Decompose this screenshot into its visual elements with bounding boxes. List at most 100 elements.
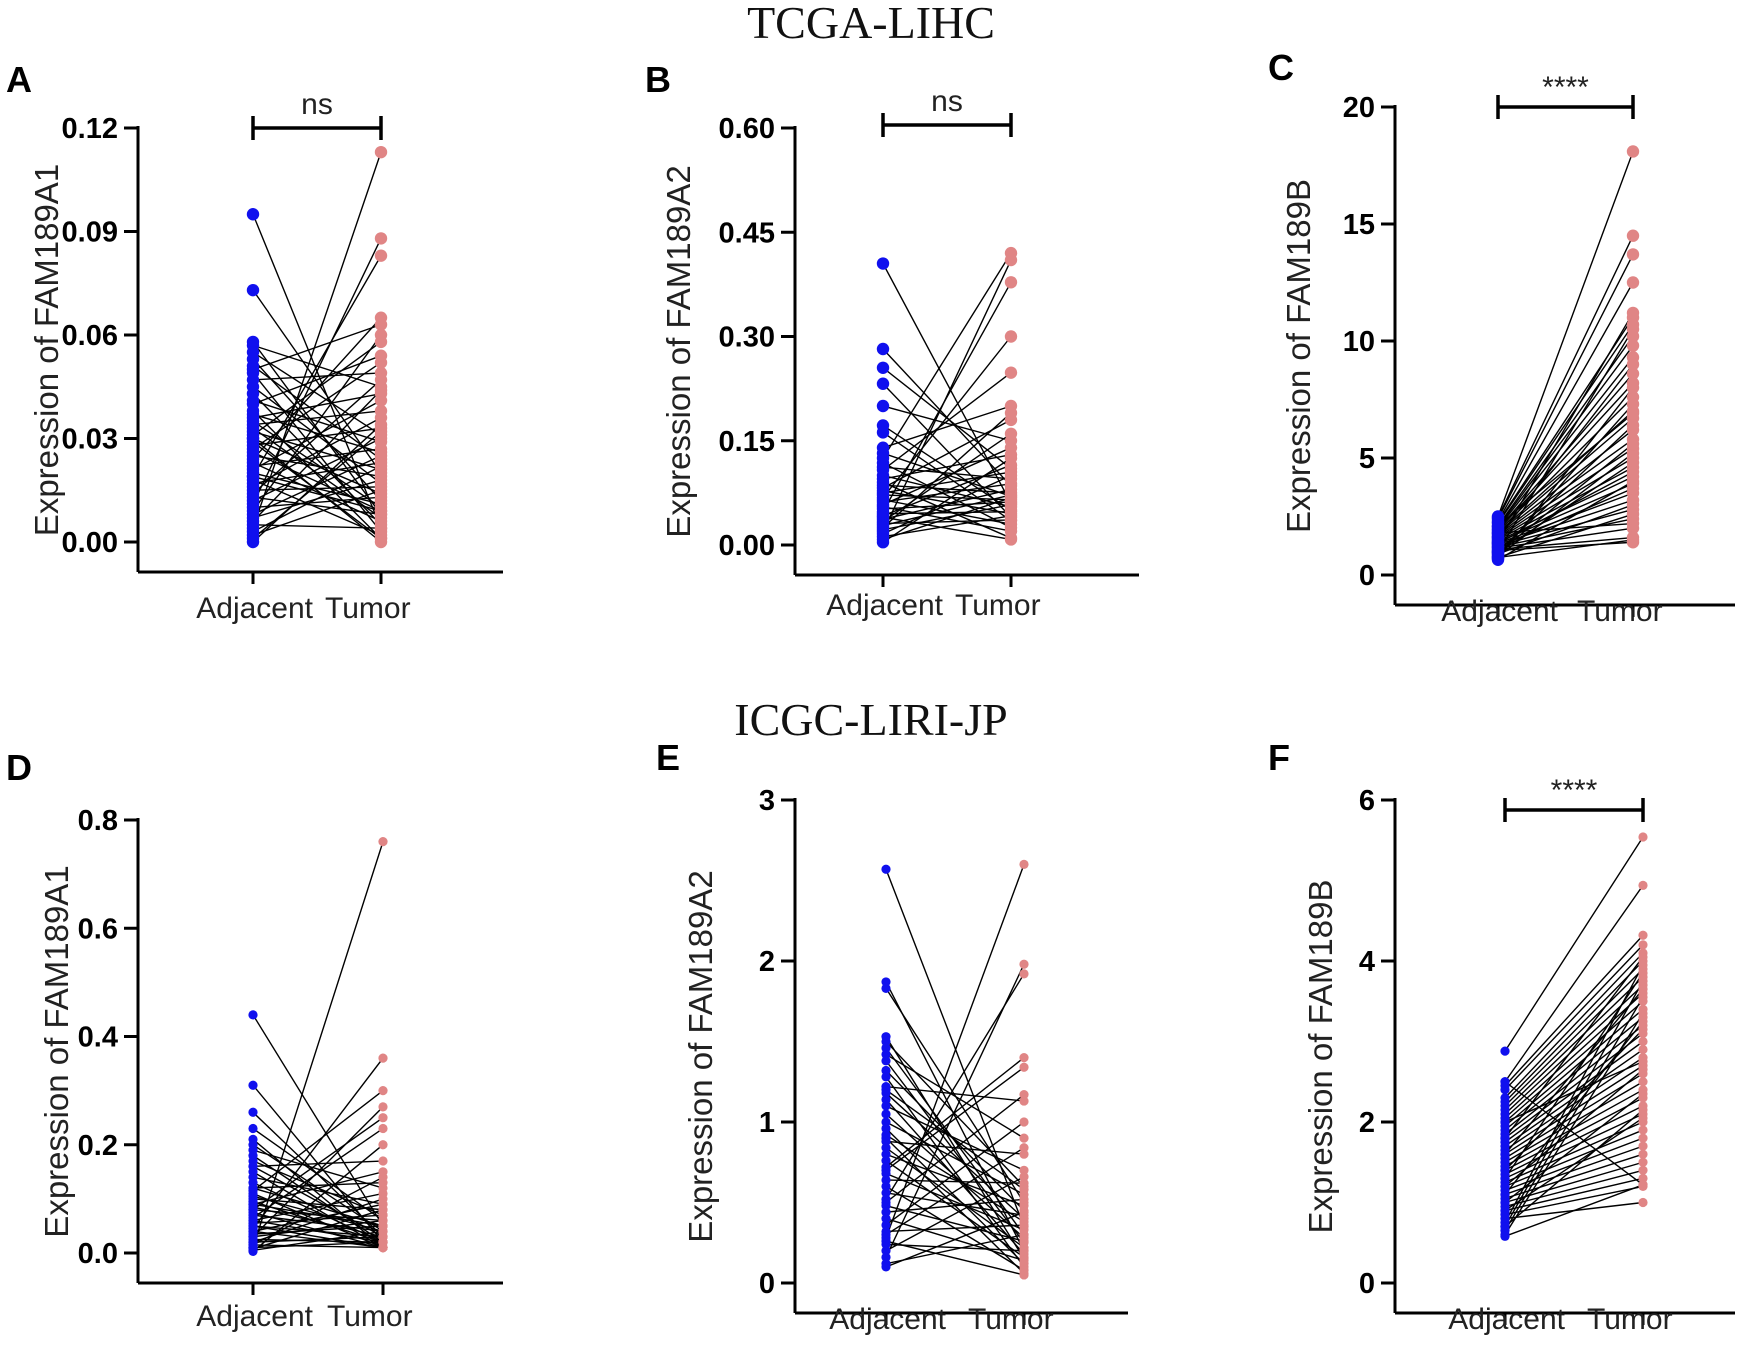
x-tick-label-adjacent: Adjacent <box>196 592 313 625</box>
tumor-point <box>1019 1194 1029 1204</box>
significance-label: **** <box>1551 774 1598 807</box>
pair-line <box>1497 328 1634 552</box>
y-axis-label: Expression of FAM189A1 <box>38 865 75 1237</box>
pair-line <box>885 1179 1025 1184</box>
tumor-point <box>374 311 388 324</box>
tumor-point <box>1638 1105 1648 1115</box>
pair-line <box>1504 952 1644 1099</box>
pair-line <box>252 1225 384 1249</box>
pair-line <box>1504 1093 1644 1204</box>
pair-line <box>252 379 382 495</box>
pair-line <box>882 452 1012 498</box>
pair-line <box>1504 1028 1644 1171</box>
tumor-point <box>374 504 388 518</box>
tumor-point <box>1004 406 1018 420</box>
tumor-point <box>374 535 388 549</box>
adjacent-point <box>881 1049 891 1059</box>
pair-line <box>252 323 382 371</box>
significance-label: ns <box>931 85 963 118</box>
tumor-point <box>1019 1117 1029 1127</box>
adjacent-point <box>881 1156 891 1166</box>
adjacent-point <box>881 1214 891 1224</box>
tumor-point <box>1004 427 1018 440</box>
pair-line <box>885 1147 1025 1249</box>
y-tick-label: 0.12 <box>62 113 118 145</box>
adjacent-point <box>1500 1205 1510 1216</box>
adjacent-point <box>881 1175 891 1185</box>
y-tick-label: 1 <box>759 1107 775 1139</box>
tumor-point <box>374 484 388 497</box>
pair-line <box>882 336 1012 499</box>
pair-line <box>885 1243 1025 1252</box>
pair-line <box>885 1205 1025 1242</box>
pair-line <box>885 1089 1025 1191</box>
pair-line <box>1504 1169 1644 1208</box>
pair-line <box>252 1241 384 1249</box>
adjacent-point <box>881 1043 891 1053</box>
pair-line <box>1497 387 1634 560</box>
pair-line <box>1504 1081 1644 1186</box>
pair-line <box>252 410 382 426</box>
significance-label: ns <box>301 88 333 121</box>
tumor-point <box>1638 1149 1648 1159</box>
pair-line <box>252 1203 384 1233</box>
tumor-point <box>1638 1057 1648 1067</box>
adjacent-point <box>881 1109 891 1119</box>
pair-line <box>252 1127 384 1219</box>
adjacent-point <box>876 257 890 270</box>
pair-line <box>252 451 382 512</box>
tumor-point <box>378 1156 388 1166</box>
adjacent-point <box>246 397 260 411</box>
tumor-point <box>1019 1149 1029 1159</box>
adjacent-point <box>1500 1077 1510 1087</box>
pair-line <box>1504 1065 1644 1155</box>
pair-line <box>1504 1177 1644 1212</box>
pair-line <box>252 1236 384 1243</box>
adjacent-point <box>876 426 890 439</box>
adjacent-point <box>248 1123 258 1134</box>
pair-line <box>252 430 382 471</box>
pair-dots <box>876 246 1018 549</box>
tumor-point <box>1626 482 1640 495</box>
pair-line <box>1504 960 1644 1103</box>
pair-dots <box>246 145 388 549</box>
y-tick-label: 0.09 <box>62 217 118 249</box>
pair-line <box>1497 527 1634 549</box>
y-tick-label: 0.6 <box>78 913 118 945</box>
adjacent-point <box>248 1183 258 1193</box>
panel-letter: A <box>6 59 32 100</box>
adjacent-point <box>1500 1149 1510 1159</box>
pair-line <box>885 1137 1025 1274</box>
y-tick-label: 0.60 <box>719 113 775 145</box>
y-tick-label: 6 <box>1359 785 1375 817</box>
y-axis-label: Expression of FAM189A1 <box>28 164 65 536</box>
pair-line <box>1497 235 1634 518</box>
pair-line <box>1497 471 1634 545</box>
significance-bracket <box>251 116 383 140</box>
pair-line <box>885 1224 1025 1233</box>
pair-line <box>1504 1081 1644 1163</box>
y-tick-label: 0 <box>1359 560 1375 592</box>
tumor-point <box>1019 1220 1029 1230</box>
panel-letter: C <box>1268 47 1294 88</box>
adjacent-point <box>881 1165 891 1175</box>
adjacent-point <box>248 1107 258 1117</box>
pair-line <box>252 489 382 536</box>
y-tick-label: 0.15 <box>719 426 775 458</box>
tumor-point <box>1638 976 1648 986</box>
tumor-point <box>374 522 388 535</box>
adjacent-point <box>246 208 260 221</box>
pair-line <box>252 389 382 522</box>
tumor-point <box>1638 930 1648 940</box>
tumor-point <box>1004 509 1018 523</box>
pair-line <box>1497 541 1634 552</box>
tumor-point <box>1004 469 1018 482</box>
panel-letter: D <box>6 747 32 788</box>
tumor-point <box>1019 1201 1029 1211</box>
pair-line <box>1497 518 1634 548</box>
tumor-point <box>1626 517 1640 530</box>
tumor-point <box>374 373 388 387</box>
tumor-point <box>1638 1044 1648 1055</box>
tumor-point <box>378 1172 388 1182</box>
